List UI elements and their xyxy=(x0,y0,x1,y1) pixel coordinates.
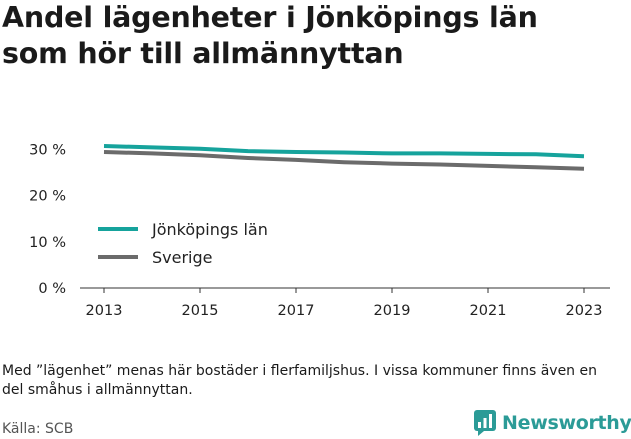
chart-source: Källa: SCB xyxy=(2,421,74,437)
newsworthy-logo-icon xyxy=(474,410,496,436)
y-tick-label: 30 % xyxy=(29,142,66,158)
x-tick-label: 2019 xyxy=(374,303,411,319)
x-tick-label: 2013 xyxy=(86,303,123,319)
chart-title-line-2: som hör till allmännyttan xyxy=(2,37,404,70)
legend-background xyxy=(92,215,288,275)
x-tick-label: 2021 xyxy=(470,303,507,319)
series-line-jönköpings-län xyxy=(103,144,585,159)
series-line-sverige xyxy=(103,150,585,171)
y-tick-label: 10 % xyxy=(29,235,66,251)
x-tick-label: 2023 xyxy=(566,303,603,319)
newsworthy-logo[interactable]: Newsworthy xyxy=(474,408,631,438)
legend-label: Jönköpings län xyxy=(151,220,268,239)
x-tick-label: 2017 xyxy=(278,303,315,319)
chart-title-line-1: Andel lägenheter i Jönköpings län xyxy=(2,1,538,34)
y-tick-label: 0 % xyxy=(38,281,66,297)
chart-note: Med ”lägenhet” menas här bostäder i fler… xyxy=(2,363,597,398)
brand-name: Newsworthy xyxy=(502,412,631,434)
chart-title: Andel lägenheter i Jönköpings län som hö… xyxy=(2,0,627,72)
y-tick-label: 20 % xyxy=(29,189,66,205)
legend-label: Sverige xyxy=(152,248,213,267)
x-tick-label: 2015 xyxy=(182,303,219,319)
